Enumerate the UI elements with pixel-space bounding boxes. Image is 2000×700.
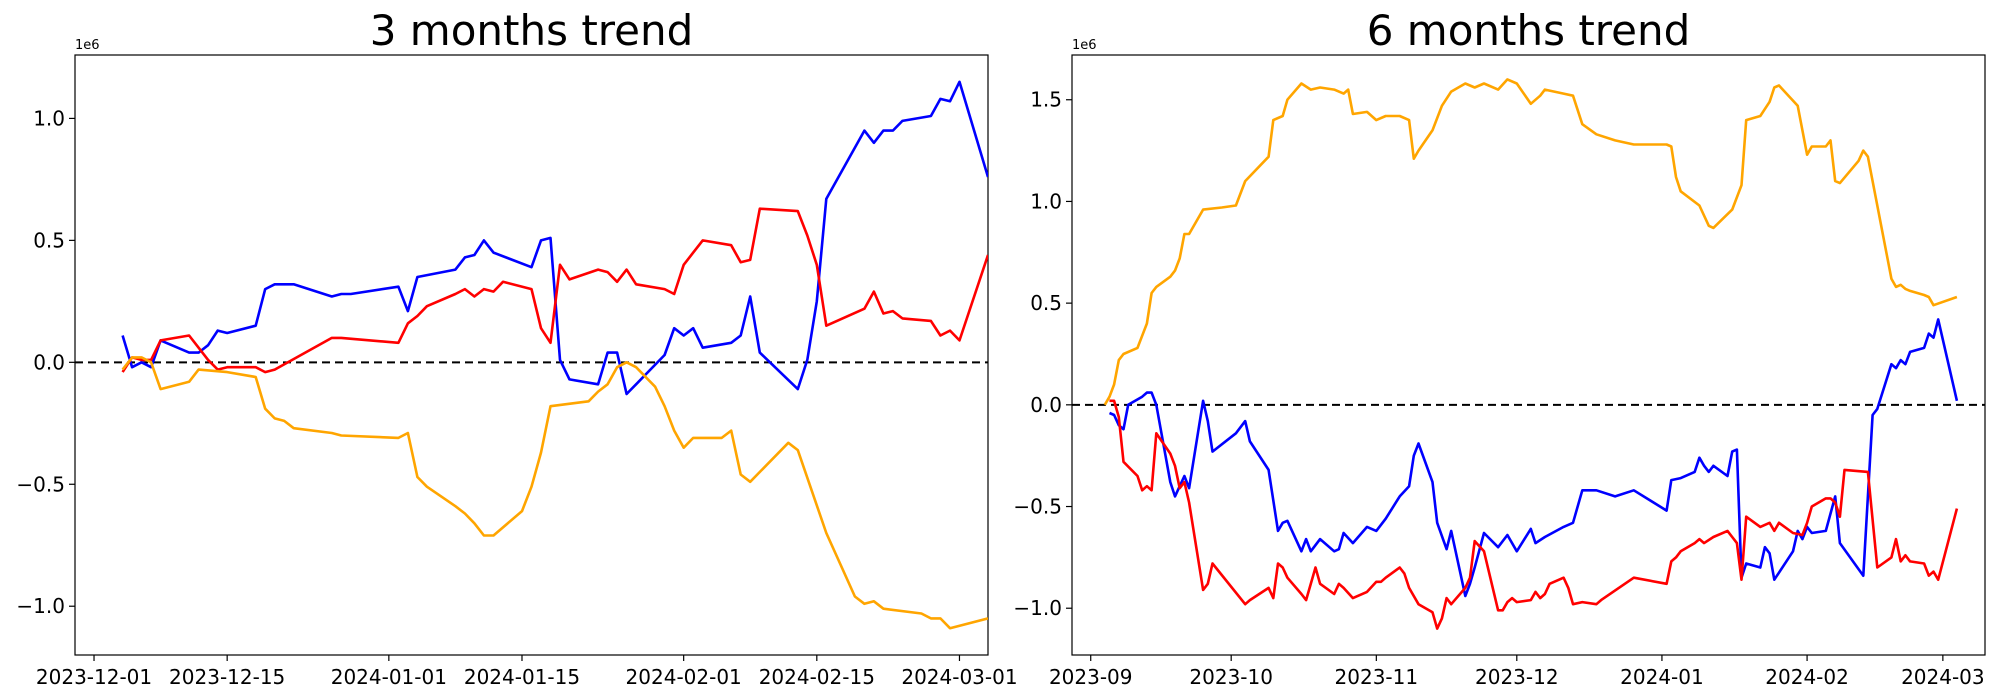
series-line-orange <box>121 356 988 630</box>
y-offset-text: 1e6 <box>1072 38 1097 53</box>
y-tick-label: −1.0 <box>1013 596 1062 620</box>
x-tick-label: 2024-02-01 <box>626 665 742 689</box>
x-tick-label: 2024-02-15 <box>759 665 875 689</box>
y-tick-label: 1.0 <box>1030 189 1062 213</box>
chart-2: 6 months trend 1e6 −1.0 −0.5 0.0 0.5 1.0 1.5 202… <box>1013 6 1986 689</box>
x-tick-label: 2024-01-01 <box>331 665 447 689</box>
y-tick-label: 0.0 <box>1030 393 1062 417</box>
y-tick-label: −0.5 <box>16 472 65 496</box>
chart-1: 3 months trend 1e6 −1.0 −0.5 0.0 0.5 1.0 2023-1… <box>16 6 1017 689</box>
x-tick-label: 2023-12-15 <box>169 665 285 689</box>
series-line-blue <box>121 80 988 396</box>
series-line-orange <box>1103 78 1958 406</box>
y-tick-label: 1.0 <box>33 106 65 130</box>
axes-frame <box>1071 54 1986 656</box>
series-line-blue <box>1108 318 1959 598</box>
chart-title: 3 months trend <box>370 6 694 55</box>
y-tick-label: 0.5 <box>1030 291 1062 315</box>
y-offset-text: 1e6 <box>75 38 100 53</box>
x-tick-label: 2023-12-01 <box>36 665 152 689</box>
x-tick-label: 2024-02 <box>1765 665 1849 689</box>
x-tick-label: 2024-03 <box>1901 665 1985 689</box>
y-tick-label: 1.5 <box>1030 88 1062 112</box>
x-tick-label: 2023-11 <box>1335 665 1419 689</box>
x-tick-label: 2024-01-15 <box>464 665 580 689</box>
chart-title: 6 months trend <box>1367 6 1691 55</box>
y-tick-label: −0.5 <box>1013 495 1062 519</box>
x-tick-label: 2024-03-01 <box>901 665 1017 689</box>
y-tick-label: 0.0 <box>33 350 65 374</box>
series-line-red <box>121 207 988 374</box>
y-tick-label: 0.5 <box>33 228 65 252</box>
axes-frame <box>74 54 989 656</box>
x-tick-label: 2023-10 <box>1189 665 1273 689</box>
y-tick-label: −1.0 <box>16 594 65 618</box>
x-tick-label: 2023-09 <box>1049 665 1133 689</box>
series-line-red <box>1109 399 1959 630</box>
x-tick-label: 2023-12 <box>1475 665 1559 689</box>
x-tick-label: 2024-01 <box>1620 665 1704 689</box>
